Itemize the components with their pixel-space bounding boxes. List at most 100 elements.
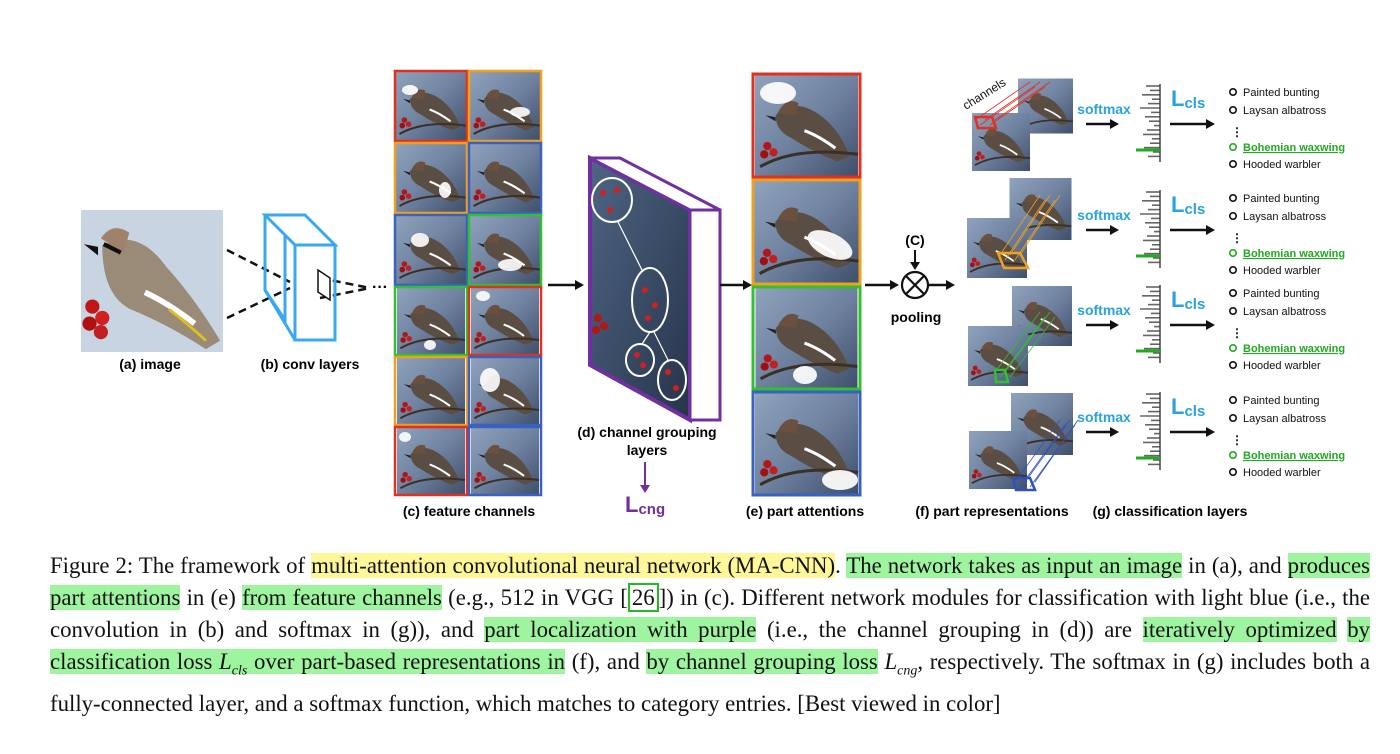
channels-label: channels (960, 75, 1008, 112)
class-bullet-icon (1229, 450, 1238, 459)
label-g: (g) classification layers (1093, 503, 1248, 519)
math-lcng-main: L (884, 649, 898, 674)
caption-t5: (e.g., 512 in VGG [ (441, 585, 628, 610)
classification-row: softmax Lcls Painted bunting Laysan albatro… (1077, 84, 1345, 171)
feature-channels-grid (393, 69, 543, 497)
caption-t11: , respectively. The softmax in (g) inclu… (50, 649, 1370, 716)
class-bullet-icon (1229, 265, 1238, 274)
softmax-label: softmax (1077, 302, 1131, 318)
figure-caption: Figure 2: The framework of multi-attenti… (50, 550, 1370, 720)
class-bullet-icon (1229, 194, 1238, 203)
class-label: Laysan albatross (1243, 211, 1327, 223)
caption-t4: in (e) (180, 585, 243, 610)
label-a: (a) image (119, 356, 181, 372)
vertical-ellipsis: ⋮ (1231, 326, 1243, 340)
label-e: (e) part attentions (746, 503, 864, 519)
caption-t8 (1337, 617, 1348, 642)
class-label: Laysan albatross (1243, 306, 1327, 318)
class-label: Bohemian waxwing (1243, 450, 1345, 462)
class-bullet-icon (1229, 88, 1238, 97)
classification-row: softmax Lcls Painted bunting Laysan albatro… (1077, 190, 1345, 277)
label-d-line2: layers (627, 442, 668, 458)
channel-grouping-block (588, 154, 722, 424)
class-bullet-icon (1229, 106, 1238, 115)
lcng-loss-label: Lcng (625, 492, 665, 518)
caption-h1: multi-attention convolutional neural net… (311, 553, 836, 578)
class-bullet-icon (1229, 306, 1238, 315)
softmax-label: softmax (1077, 207, 1131, 223)
lcls-loss-label: Lcls (1171, 86, 1205, 112)
class-bullet-icon (1229, 160, 1238, 169)
classification-row: softmax Lcls Painted bunting Laysan albatro… (1077, 392, 1345, 479)
ellipsis: ··· (372, 279, 388, 296)
lcls-main: L (1171, 192, 1184, 217)
caption-h6: iteratively optimized (1142, 617, 1337, 642)
lcng-sub: cng (638, 501, 665, 518)
class-bullet-icon (1229, 343, 1238, 352)
class-label: Hooded warbler (1243, 467, 1321, 479)
vertical-ellipsis: ⋮ (1231, 125, 1243, 139)
label-c: (c) feature channels (403, 503, 535, 519)
lcng-arrow (640, 462, 650, 493)
math-lcng-sub: cng (897, 663, 918, 679)
class-label: Laysan albatross (1243, 105, 1327, 117)
class-label: Hooded warbler (1243, 360, 1321, 372)
class-label: Bohemian waxwing (1243, 248, 1345, 260)
pooling-operator-icon (900, 270, 930, 300)
class-label: Painted bunting (1243, 288, 1319, 300)
classification-row: softmax Lcls Painted bunting Laysan albatro… (1077, 285, 1345, 372)
lcls-sub: cls (1184, 201, 1205, 218)
input-image (81, 210, 223, 352)
lcls-sub: cls (1184, 95, 1205, 112)
class-bullet-icon (1229, 143, 1238, 152)
dashed-projection-lines (226, 248, 371, 320)
class-bullet-icon (1229, 360, 1238, 369)
class-label: Laysan albatross (1243, 413, 1327, 425)
class-label: Painted bunting (1243, 395, 1319, 407)
softmax-label: softmax (1077, 101, 1131, 117)
caption-t2: . (835, 553, 847, 578)
lcls-loss-label: Lcls (1171, 287, 1205, 313)
conv-layers-cube (261, 213, 339, 342)
math-lcls: Lcls (219, 649, 247, 679)
label-d-line1: (d) channel grouping (577, 424, 716, 440)
caption-h4: from feature channels (242, 585, 442, 610)
label-b: (b) conv layers (261, 356, 360, 372)
class-bullet-icon (1229, 288, 1238, 297)
lcls-loss-label: Lcls (1171, 192, 1205, 218)
class-label: Bohemian waxwing (1243, 142, 1345, 154)
class-label: Hooded warbler (1243, 265, 1321, 277)
caption-h5: part localization with purple (484, 617, 757, 642)
caption-t7: (i.e., the channel grouping in (d)) are (756, 617, 1143, 642)
math-lcls-sub: cls (231, 663, 248, 679)
lcls-loss-label: Lcls (1171, 394, 1205, 420)
part-representations: channels (960, 75, 1079, 492)
classification-layers: softmax Lcls Painted bunting Laysan albatro… (1077, 84, 1345, 479)
math-lcng: Lcng (884, 649, 917, 679)
arrow-d-to-e (720, 280, 752, 290)
arrow-pool-to-f (928, 280, 955, 290)
caption-t6: ]) in (c). Different network modules for… (50, 585, 1370, 642)
class-bullet-icon (1229, 212, 1238, 221)
caption-h2: The network takes as input an image (846, 553, 1183, 578)
part-attentions-column (751, 72, 862, 497)
lcls-main: L (1171, 86, 1184, 111)
caption-h7b: over part-based representations in (247, 649, 566, 674)
framework-figure: (a) image ··· (b) conv layers (0, 69, 1345, 519)
caption-h7a: by classification loss (50, 617, 1370, 674)
caption-t3: in (a), and (1182, 553, 1288, 578)
lcls-sub: cls (1184, 403, 1205, 420)
class-bullet-icon (1229, 395, 1238, 404)
pooling-label: pooling (891, 309, 942, 325)
vertical-ellipsis: ⋮ (1231, 433, 1243, 447)
label-f: (f) part representations (915, 503, 1068, 519)
lcng-main: L (625, 492, 638, 517)
citation-link[interactable]: 26 (627, 583, 659, 612)
caption-h8: by channel grouping loss (646, 649, 878, 674)
caption-t9: (f), and (565, 649, 647, 674)
arrow-c-to-d (548, 280, 584, 290)
class-bullet-icon (1229, 249, 1238, 258)
class-label: Hooded warbler (1243, 159, 1321, 171)
lcls-sub: cls (1184, 296, 1205, 313)
softmax-label: softmax (1077, 409, 1131, 425)
